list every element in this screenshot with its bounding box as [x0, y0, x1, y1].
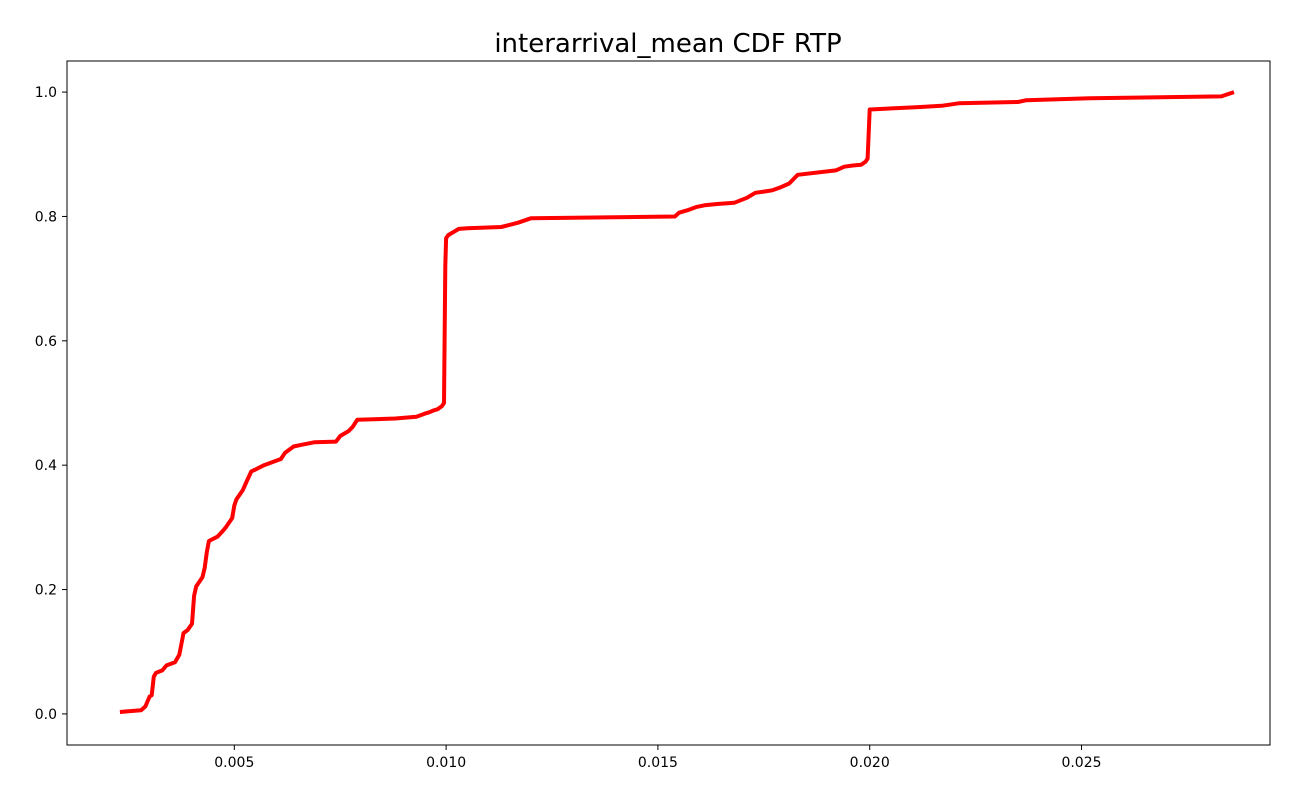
x-tick-label: 0.020	[850, 755, 890, 771]
y-tick-label: 0.2	[35, 583, 57, 599]
y-tick-label: 0.8	[35, 209, 57, 225]
y-tick-label: 0.6	[35, 334, 57, 350]
y-tick-label: 0.4	[35, 458, 57, 474]
series-layer	[119, 90, 1235, 714]
x-tick-label: 0.005	[214, 755, 254, 771]
x-tick-label: 0.010	[426, 755, 466, 771]
y-tick-label: 0.0	[35, 707, 57, 723]
x-tick-label: 0.025	[1061, 755, 1101, 771]
axes-frame	[66, 60, 1271, 746]
x-axis: 0.005 0.010 0.015 0.020 0.025	[214, 745, 1102, 771]
plot-area	[66, 60, 1271, 746]
y-axis: 0.0 0.2 0.4 0.6 0.8 1.0	[35, 85, 67, 723]
y-tick-label: 1.0	[35, 85, 57, 101]
chart-title: interarrival_mean CDF RTP	[494, 29, 841, 59]
x-tick-label: 0.015	[638, 755, 678, 771]
cdf-line	[119, 90, 1235, 714]
